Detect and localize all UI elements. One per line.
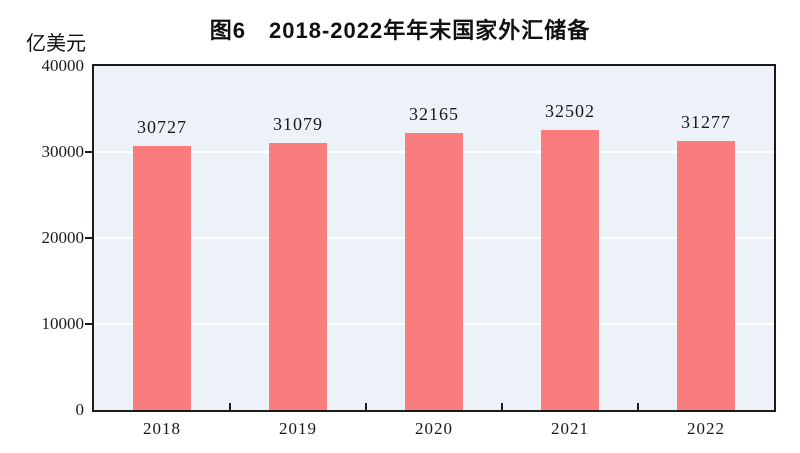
- data-label-2022: 31277: [681, 112, 731, 133]
- x-tick-label-2022: 2022: [687, 419, 725, 438]
- y-tick-label-40000: 40000: [41, 56, 85, 75]
- y-tick-label-10000: 10000: [41, 314, 85, 333]
- data-label-2018: 30727: [137, 116, 187, 137]
- bar-2018: [133, 145, 191, 410]
- plot-area: 30727 31079 32165 32502 31277: [92, 64, 776, 412]
- x-axis-tick: [229, 403, 231, 410]
- y-axis-unit-label: 亿美元: [26, 33, 86, 55]
- bar-2019: [269, 142, 327, 410]
- x-tick-label-2021: 2021: [551, 419, 589, 438]
- x-axis-tick: [501, 403, 503, 410]
- chart-title: 图6 2018-2022年年末国家外汇储备: [209, 18, 591, 43]
- x-axis-tick: [637, 403, 639, 410]
- y-tick-label-0: 0: [75, 400, 85, 419]
- bar-2021: [541, 130, 599, 410]
- data-label-2020: 32165: [409, 104, 459, 125]
- y-axis-tick: [85, 237, 92, 239]
- x-tick-label-2019: 2019: [279, 419, 317, 438]
- y-tick-label-20000: 20000: [41, 228, 85, 247]
- y-axis-tick: [85, 151, 92, 153]
- x-tick-label-2020: 2020: [415, 419, 453, 438]
- y-axis-tick: [85, 323, 92, 325]
- data-label-2019: 31079: [273, 113, 323, 134]
- x-axis-tick: [365, 403, 367, 410]
- data-label-2021: 32502: [545, 101, 595, 122]
- x-tick-label-2018: 2018: [143, 419, 181, 438]
- bar-2020: [405, 133, 463, 410]
- y-tick-label-30000: 30000: [41, 142, 85, 161]
- bar-2022: [677, 141, 735, 410]
